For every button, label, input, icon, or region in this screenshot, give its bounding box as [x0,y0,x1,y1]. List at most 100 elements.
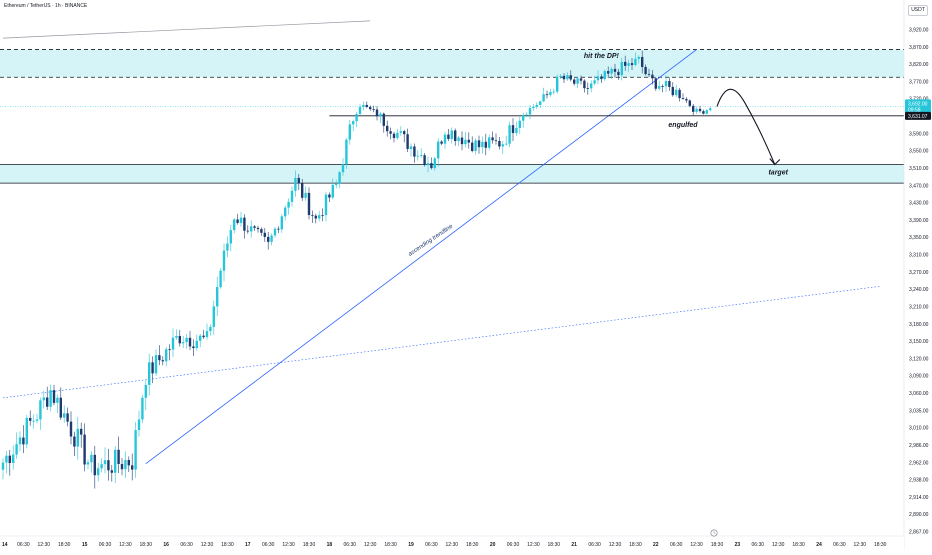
candle [124,460,127,470]
time-tick-label: 20 [490,542,496,548]
price-tick-label: 3,310.00 [909,253,929,259]
candle [301,183,304,198]
time-tick-label: 18:30 [792,542,805,548]
price-tick-label: 2,867.00 [909,530,929,536]
candle [396,132,399,138]
currency-label: USDT [908,5,928,16]
candle [267,236,270,242]
candle [433,158,436,169]
time-tick-label: 12:30 [282,542,295,548]
time-tick-label: 22 [653,542,659,548]
candle [474,140,477,151]
candle [552,91,555,93]
candle [178,336,181,344]
hit-the-dp-zone [0,49,904,78]
candle [634,58,637,66]
candle [63,413,66,418]
candle [651,74,654,79]
ascending-trendline [145,49,697,465]
candle [607,71,610,74]
candle [671,86,674,96]
price-tick-label: 2,938.00 [909,478,929,484]
time-tick-label: 19 [408,542,414,548]
time-tick-label: 21 [571,542,577,548]
candle [556,77,559,92]
price-tick-label: 3,240.00 [909,287,929,293]
candle [144,384,147,398]
time-tick-label: 14 [2,542,8,548]
price-tick-label: 2,986.00 [909,443,929,449]
time-tick-label: 06:30 [588,542,601,548]
candle [110,470,113,473]
candle [80,428,83,435]
price-tick-label: 2,890.00 [909,512,929,518]
candle [256,227,260,230]
candle [158,355,161,361]
candle [35,419,39,421]
time-tick-label: 12:30 [690,542,703,548]
candle [413,146,416,157]
target-zone [0,164,904,184]
candle [141,397,144,420]
time-tick-label: 17 [245,542,251,548]
candle [338,172,341,184]
candle [18,437,22,445]
candle [409,146,413,149]
price-tick-label: 3,470.00 [909,183,929,189]
candle [457,137,460,142]
candle [260,229,263,233]
candle [698,108,702,112]
time-tick-label: 18:30 [303,542,316,548]
candle [25,417,28,445]
time-tick-label: 06:30 [507,542,520,548]
candle [416,155,419,157]
candle [617,71,620,76]
candle [437,141,440,159]
candle [188,337,192,347]
candle [127,460,130,466]
price-tick-label: 3,120.00 [909,356,929,362]
candle [505,143,508,145]
candle [56,397,59,403]
candle [399,131,402,133]
time-tick-label: 16 [163,542,169,548]
candle [205,331,209,338]
candle [559,75,562,78]
price-tick-label: 2,962.00 [909,460,929,466]
time-tick-label: 06:30 [17,542,30,548]
candle [243,217,246,231]
candle [148,362,151,385]
candle [460,137,464,145]
candle [532,106,535,109]
candle [661,86,664,87]
candle [114,449,117,473]
candle [365,104,368,107]
candle [154,355,158,374]
candle [508,125,511,144]
time-tick-label: 12:30 [38,542,51,548]
candle [59,397,62,418]
candle [171,337,175,350]
candle [307,192,311,216]
hit-the-dp-label: hit the DP! [584,53,620,60]
time-tick-label: 06:30 [180,542,193,548]
candle [97,468,100,476]
candle [630,63,634,66]
current-price-badge [905,99,931,113]
time-tick-label: 12:30 [772,542,785,548]
candle [539,101,542,105]
candle [464,139,467,145]
candle [454,130,457,142]
candle [709,108,712,111]
time-tick-label: 12:30 [609,542,622,548]
candle [192,346,195,349]
clock-icon [710,529,718,537]
time-tick-label: 12:30 [201,542,214,548]
candle [280,216,283,230]
candles [1,50,712,489]
candle [430,163,433,169]
current-price-label: 3,692.00 [908,101,928,107]
candle [372,109,375,110]
